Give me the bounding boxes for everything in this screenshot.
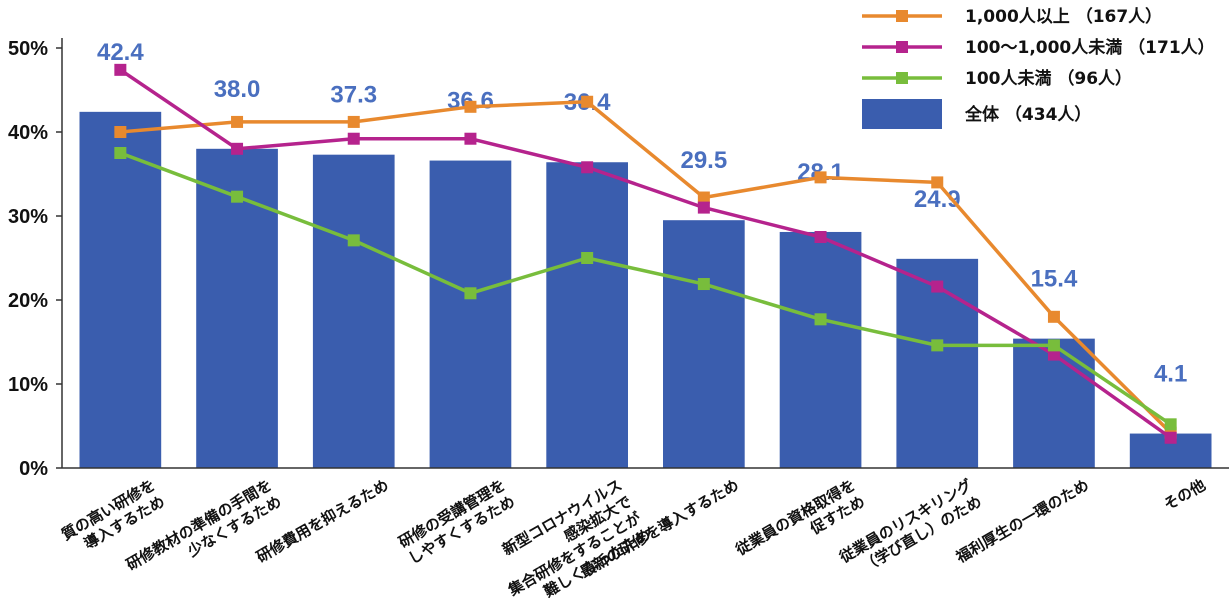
series-point <box>1047 348 1060 361</box>
series-point <box>931 339 944 352</box>
bar <box>79 111 162 468</box>
series-point <box>931 280 944 293</box>
series-point <box>231 190 244 203</box>
line-series-group <box>114 147 1177 431</box>
series-point <box>931 176 944 189</box>
legend-marker <box>896 41 908 53</box>
y-tick-label: 20% <box>8 290 48 312</box>
y-tick-label: 10% <box>8 374 48 396</box>
series-point <box>464 132 477 145</box>
series-line <box>120 100 1172 434</box>
legend-label: 100〜1,000人未満 （171人） <box>965 37 1215 58</box>
bar-value-label: 37.3 <box>330 82 377 109</box>
series-point <box>581 161 594 174</box>
series-point <box>1047 339 1060 352</box>
bar-value-label: 42.4 <box>97 39 144 66</box>
series-point <box>231 142 244 155</box>
line-series <box>114 63 1177 444</box>
y-axis: 0% 10% 20% 30% 40% 50% <box>8 38 63 480</box>
series-point <box>347 115 360 128</box>
series-point <box>697 201 710 214</box>
series-point <box>347 234 360 247</box>
legend-bar-swatch <box>862 99 942 129</box>
legend-marker <box>896 10 908 22</box>
series-point <box>697 191 710 204</box>
series-point <box>697 278 710 291</box>
x-category-line: 研修費用を抑えるため <box>253 476 392 566</box>
bar <box>896 258 979 468</box>
y-tick-label: 50% <box>8 38 48 60</box>
series-point <box>464 287 477 300</box>
x-axis: 質の高い研修を導入するため研修教材の準備の手間を少なくするため研修費用を抑えるた… <box>58 467 1229 601</box>
series-point <box>347 132 360 145</box>
series-point <box>814 171 827 184</box>
series-point <box>231 115 244 128</box>
series-point <box>114 147 127 159</box>
series-point <box>814 313 827 326</box>
legend-label: 100人未満 （96人） <box>965 68 1132 89</box>
bar-value-label: 4.1 <box>1154 361 1187 388</box>
bar-value-label: 15.4 <box>1031 266 1078 293</box>
legend-label: 1,000人以上 （167人） <box>965 6 1162 27</box>
series-point <box>581 95 594 108</box>
series-point <box>1164 431 1177 444</box>
y-tick-label: 0% <box>19 458 48 480</box>
x-category-label: 研修費用を抑えるため <box>253 476 392 566</box>
series-point <box>1047 310 1060 323</box>
line-series-group <box>114 63 1177 444</box>
series-line <box>119 68 1172 440</box>
series-point <box>464 100 477 113</box>
y-tick-label: 40% <box>8 122 48 144</box>
series-line <box>119 151 1172 426</box>
bar <box>312 154 395 468</box>
legend-marker <box>896 72 908 84</box>
series-point <box>1164 418 1177 431</box>
bar-value-label: 38.0 <box>214 76 261 103</box>
series-point <box>114 126 127 138</box>
x-category-label: その他 <box>1161 476 1209 514</box>
legend: 1,000人以上 （167人） 100〜1,000人未満 （171人） 100人未満… <box>862 6 1215 129</box>
bar-value-label: 29.5 <box>680 147 727 174</box>
bar <box>779 231 862 468</box>
x-category-label: 研修の受講管理をしやすくするため <box>396 476 518 568</box>
series-point <box>581 252 594 264</box>
series-point <box>114 63 127 76</box>
y-tick-label: 30% <box>8 206 48 228</box>
bar <box>663 220 745 468</box>
bar <box>429 160 512 468</box>
bar <box>546 162 628 469</box>
series-point <box>814 231 827 243</box>
x-category-line: その他 <box>1161 476 1209 514</box>
legend-label: 全体 （434人） <box>964 104 1091 125</box>
